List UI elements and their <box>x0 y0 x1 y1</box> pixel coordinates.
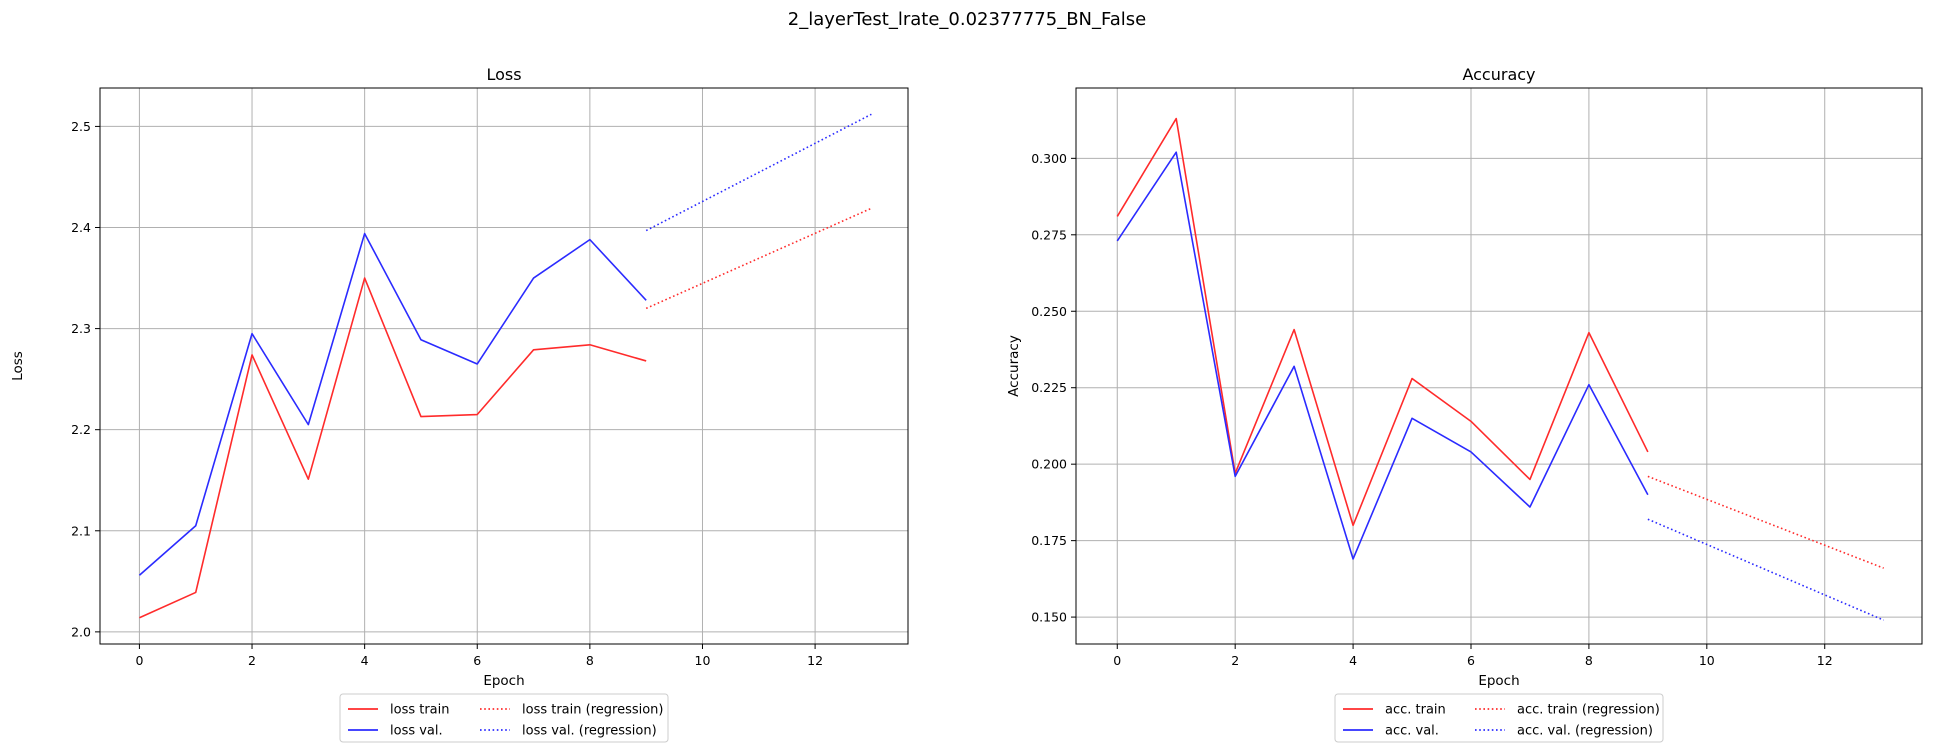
accuracy-series-3 <box>1647 518 1884 621</box>
loss-legend-box <box>339 693 669 743</box>
loss-xtick-label-1: 2 <box>248 653 256 668</box>
accuracy-xtick-label-6: 12 <box>1817 653 1833 668</box>
loss-ytick-label-1: 2.1 <box>71 523 91 538</box>
loss-ytick-label-3: 2.3 <box>71 321 91 336</box>
loss-axes-frame <box>99 87 909 645</box>
loss-ytick-label-2: 2.2 <box>71 422 91 437</box>
loss-series-group <box>138 113 872 619</box>
loss-series-0 <box>139 277 647 619</box>
loss-legend-label-3: loss val. (regression) <box>522 724 657 739</box>
loss-series-2 <box>645 207 872 310</box>
loss-xtick-label-0: 0 <box>135 653 143 668</box>
loss-series-3 <box>645 113 872 232</box>
accuracy-ytick-label-3: 0.225 <box>1031 380 1067 395</box>
accuracy-legend-label-2: acc. train (regression) <box>1517 703 1660 718</box>
loss-xtick-label-6: 12 <box>807 653 823 668</box>
accuracy-ylabel: Accuracy <box>1006 335 1022 397</box>
loss-legend-label-0: loss train <box>390 703 450 718</box>
accuracy-ytick-label-2: 0.200 <box>1031 457 1067 472</box>
loss-ytick-label-5: 2.5 <box>71 119 91 134</box>
loss-xtick-label-4: 8 <box>586 653 594 668</box>
accuracy-ytick-label-1: 0.175 <box>1031 533 1067 548</box>
accuracy-xtick-label-0: 0 <box>1113 653 1121 668</box>
accuracy-series-1 <box>1116 151 1649 560</box>
accuracy-series-group <box>1116 117 1884 621</box>
accuracy-legend-label-0: acc. train <box>1385 703 1446 718</box>
accuracy-ytick-label-6: 0.300 <box>1031 151 1067 166</box>
accuracy-xlabel: Epoch <box>1478 673 1519 689</box>
figure-title: 2_layerTest_lrate_0.02377775_BN_False <box>788 9 1146 30</box>
accuracy-ytick-label-4: 0.250 <box>1031 304 1067 319</box>
loss-ylabel: Loss <box>10 351 26 381</box>
accuracy-xtick-label-2: 4 <box>1349 653 1357 668</box>
accuracy-chart: 0 2 4 6 8 10 12 0.150 0.175 0.200 0.225 0.250 0.275 0… <box>1006 65 1923 743</box>
loss-ytick-label-4: 2.4 <box>71 220 91 235</box>
loss-series-1 <box>138 232 647 576</box>
accuracy-legend-box <box>1334 693 1664 743</box>
accuracy-xtick-label-4: 8 <box>1585 653 1593 668</box>
accuracy-axes-frame <box>1075 87 1923 645</box>
loss-legend-label-2: loss train (regression) <box>522 703 664 718</box>
loss-title: Loss <box>486 65 521 84</box>
accuracy-legend: acc. train acc. val. acc. train (regressio… <box>1334 693 1664 743</box>
loss-xtick-label-5: 10 <box>695 653 711 668</box>
accuracy-legend-label-3: acc. val. (regression) <box>1517 724 1653 739</box>
loss-legend: loss train loss val. loss train (regressio… <box>339 693 669 743</box>
accuracy-xtick-label-5: 10 <box>1699 653 1715 668</box>
loss-chart: 0 2 4 6 8 10 12 2.0 2.1 2.2 2.3 2.4 2.5 Loss Epoch Loss… <box>10 65 909 743</box>
accuracy-xtick-label-1: 2 <box>1231 653 1239 668</box>
loss-xtick-label-2: 4 <box>361 653 369 668</box>
loss-legend-label-1: loss val. <box>390 724 443 739</box>
accuracy-ytick-label-0: 0.150 <box>1031 610 1067 625</box>
loss-xtick-label-3: 6 <box>473 653 481 668</box>
accuracy-title: Accuracy <box>1462 65 1535 84</box>
accuracy-series-0 <box>1116 117 1649 527</box>
accuracy-series-2 <box>1647 475 1884 569</box>
accuracy-ytick-label-5: 0.275 <box>1031 227 1067 242</box>
accuracy-xtick-label-3: 6 <box>1467 653 1475 668</box>
accuracy-legend-label-1: acc. val. <box>1385 724 1439 739</box>
loss-ytick-label-0: 2.0 <box>71 624 91 639</box>
loss-xlabel: Epoch <box>483 673 524 689</box>
